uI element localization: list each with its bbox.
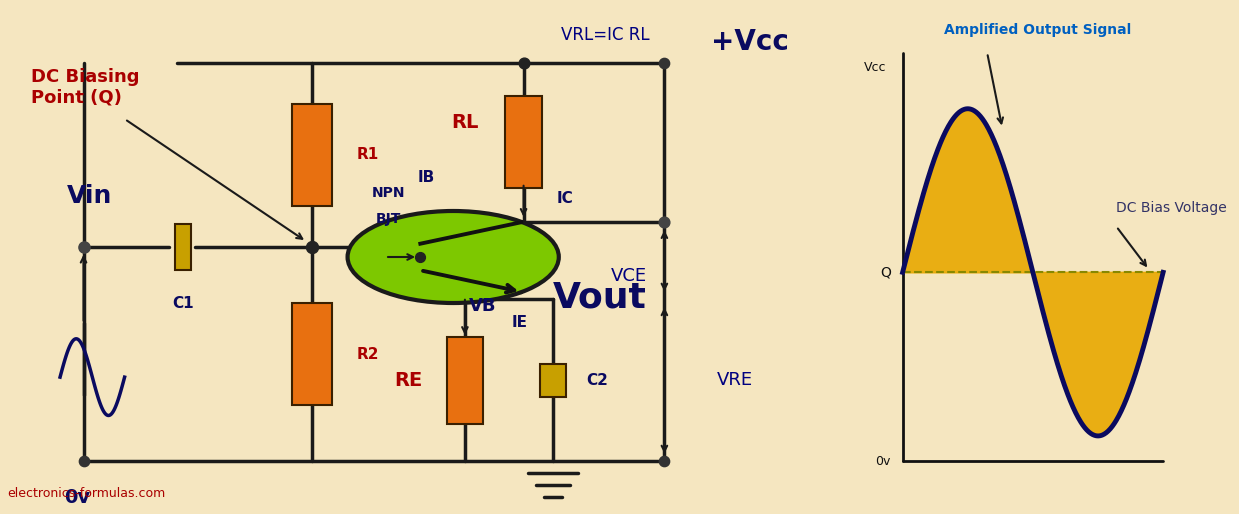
Point bbox=[654, 59, 674, 67]
Bar bbox=[292, 303, 332, 405]
Bar bbox=[504, 97, 543, 189]
Bar bbox=[175, 224, 192, 270]
Text: RE: RE bbox=[394, 371, 422, 390]
Text: Vin: Vin bbox=[67, 183, 112, 208]
Text: VB: VB bbox=[468, 297, 497, 315]
Point bbox=[73, 243, 93, 251]
Text: RL: RL bbox=[451, 113, 478, 132]
Text: electronics-formulas.com: electronics-formulas.com bbox=[7, 487, 166, 500]
Text: VRL=IC RL: VRL=IC RL bbox=[561, 26, 650, 44]
Text: 0v: 0v bbox=[64, 488, 90, 507]
Text: DC Biasing
Point (Q): DC Biasing Point (Q) bbox=[31, 68, 139, 106]
Text: +Vcc: +Vcc bbox=[711, 28, 789, 57]
Circle shape bbox=[348, 211, 559, 303]
Text: VRE: VRE bbox=[717, 372, 753, 390]
Text: IB: IB bbox=[418, 170, 435, 185]
Text: DC Bias Voltage: DC Bias Voltage bbox=[1116, 201, 1227, 215]
Text: Vcc: Vcc bbox=[864, 61, 886, 75]
Point bbox=[514, 59, 534, 67]
Text: C2: C2 bbox=[586, 373, 607, 388]
Text: VCE: VCE bbox=[611, 267, 647, 285]
Bar bbox=[540, 364, 566, 397]
Point bbox=[73, 457, 93, 466]
Text: BJT: BJT bbox=[375, 212, 401, 226]
Bar bbox=[292, 104, 332, 206]
Text: R1: R1 bbox=[357, 147, 379, 162]
Text: C1: C1 bbox=[172, 296, 195, 310]
Text: IE: IE bbox=[512, 315, 528, 330]
Text: NPN: NPN bbox=[372, 186, 405, 200]
Point bbox=[654, 457, 674, 466]
Text: Amplified Output Signal: Amplified Output Signal bbox=[944, 23, 1131, 36]
Text: Q: Q bbox=[880, 265, 891, 279]
Text: R2: R2 bbox=[357, 346, 379, 362]
Point bbox=[654, 218, 674, 226]
Point bbox=[302, 243, 322, 251]
Text: Vout: Vout bbox=[553, 281, 647, 315]
Bar bbox=[447, 337, 482, 424]
Point bbox=[410, 253, 430, 261]
Text: IC: IC bbox=[556, 191, 574, 206]
Text: 0v: 0v bbox=[876, 455, 891, 468]
